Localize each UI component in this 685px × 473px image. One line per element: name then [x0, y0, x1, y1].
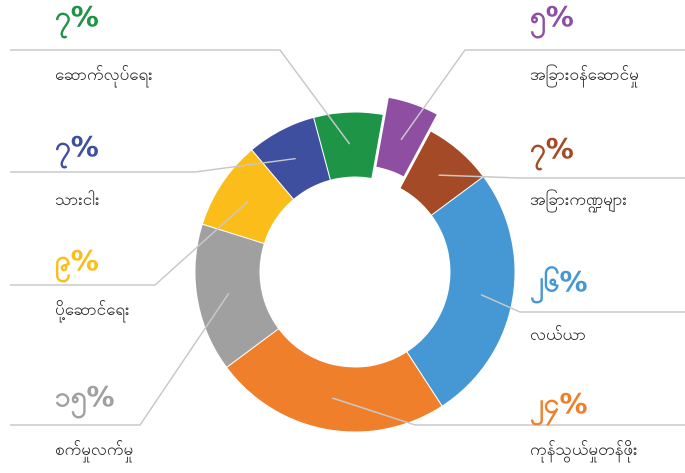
leader-line: [438, 174, 685, 179]
value-label: ၉%: [55, 244, 99, 284]
category-label: သားငါး: [55, 189, 99, 210]
leader-line: [10, 49, 351, 145]
category-label: လယ်ယာ: [530, 325, 586, 345]
donut-slice: [375, 96, 439, 178]
value-label: ၇%: [55, 0, 99, 40]
donut-slice: [225, 327, 443, 433]
value-label: ၁၅%: [55, 380, 115, 420]
leader-line: [400, 49, 685, 141]
category-label: ကုန်သွယ်မှုတန်ဖိုး: [530, 440, 637, 463]
category-label: စက်မှုလက်မှု: [55, 440, 133, 463]
category-label: အခြားဝန်ဆောင်မှု: [530, 63, 639, 88]
value-label: ၂၄%: [530, 387, 588, 427]
category-label: အခြားကဏ္ဍများ: [530, 188, 627, 213]
leader-line: [10, 292, 230, 426]
category-label: ဆောက်လုပ်ရေး: [55, 65, 153, 88]
value-label: ၂၆%: [530, 264, 588, 305]
leader-line: [10, 200, 249, 286]
donut-slice: [406, 175, 516, 407]
value-label: ၇%: [55, 130, 99, 170]
value-label: ၇%: [530, 132, 574, 172]
donut-slice: [312, 111, 384, 181]
value-label: ၅%: [530, 0, 574, 40]
category-label: ပို့ဆောင်ရေး: [55, 300, 129, 323]
leader-line: [10, 157, 296, 173]
leader-line: [480, 293, 685, 313]
leader-line: [332, 397, 685, 426]
